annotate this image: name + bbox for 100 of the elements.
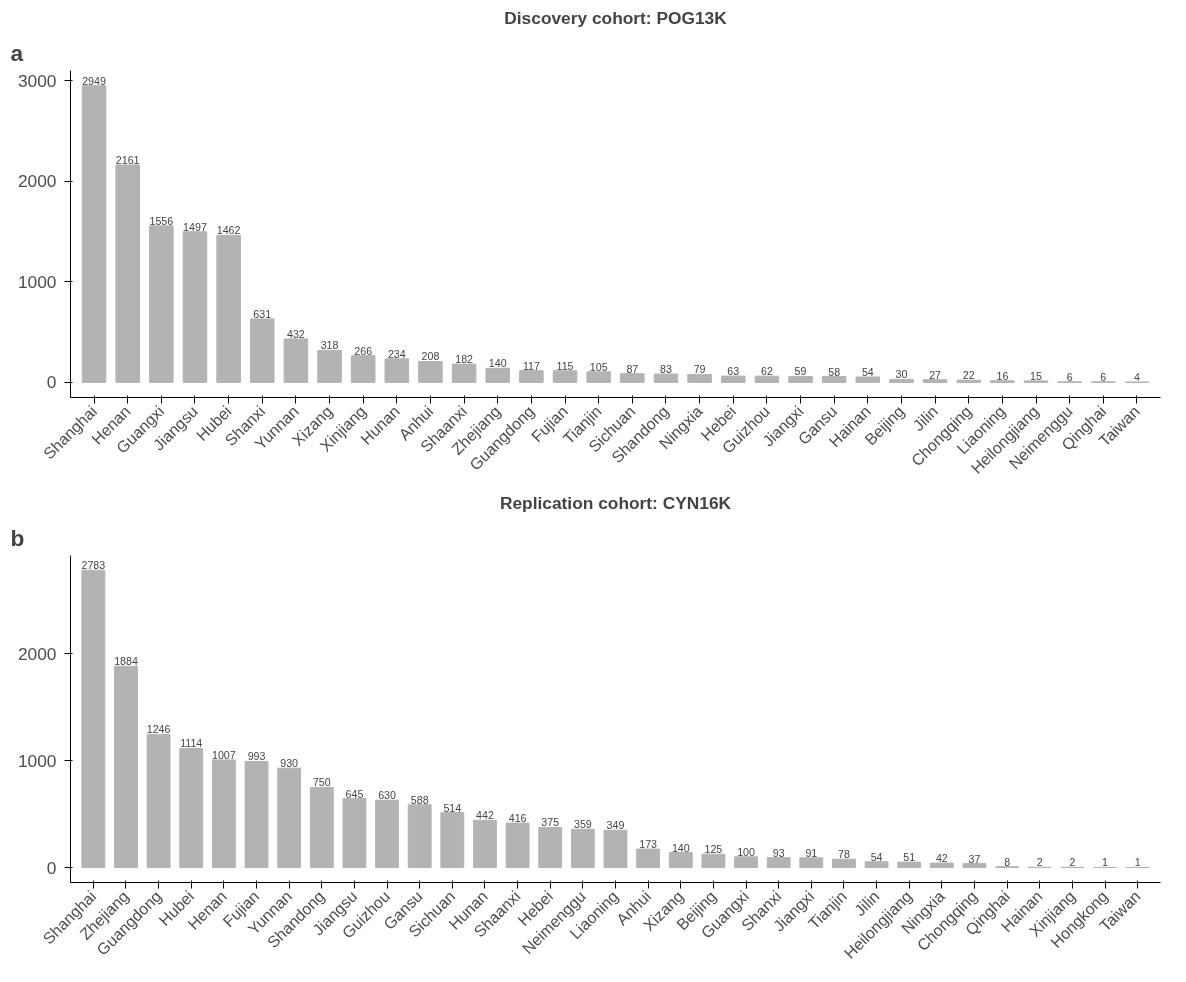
data-label: 117	[522, 359, 540, 372]
data-label: 2949	[82, 74, 106, 87]
bar	[115, 164, 140, 383]
data-label: 2	[1036, 856, 1043, 869]
data-label: 930	[280, 757, 299, 770]
bar	[799, 857, 824, 869]
bar	[929, 862, 954, 869]
y-tick-label: 1000	[17, 271, 57, 292]
bar	[418, 360, 443, 383]
bar	[586, 371, 611, 383]
bar	[864, 861, 889, 869]
data-label: 514	[443, 801, 462, 814]
data-label: 630	[378, 789, 397, 802]
data-label: 359	[573, 818, 592, 831]
data-label: 2	[1069, 856, 1076, 869]
data-label: 1007	[212, 748, 236, 761]
data-label: 105	[589, 360, 608, 373]
bar	[440, 812, 465, 869]
bar	[754, 375, 780, 383]
data-label: 62	[760, 365, 773, 378]
bar	[179, 747, 204, 869]
data-label: 87	[626, 362, 639, 375]
bar	[720, 375, 746, 383]
data-label: 1556	[149, 214, 174, 227]
bar	[653, 373, 679, 383]
data-label: 58	[828, 365, 841, 378]
data-label: 375	[541, 816, 560, 829]
bar	[956, 379, 982, 383]
data-label: 63	[727, 365, 740, 378]
bar	[889, 378, 914, 383]
data-label: 1	[1134, 856, 1141, 869]
data-label: 1462	[216, 224, 241, 237]
data-label: 588	[410, 793, 429, 806]
bar	[244, 760, 269, 869]
y-tick-label: 2000	[17, 171, 57, 192]
bar	[114, 665, 138, 869]
data-label: 1	[1102, 856, 1109, 869]
bar	[317, 349, 342, 383]
data-label: 266	[354, 344, 373, 357]
data-label: 6	[1100, 370, 1107, 383]
y-tick-label: 0	[46, 372, 57, 393]
data-label: 173	[639, 838, 658, 851]
data-label: 37	[968, 852, 981, 865]
data-label: 208	[421, 350, 440, 363]
data-label: 1114	[180, 737, 203, 750]
data-label: 645	[345, 787, 364, 800]
data-label: 42	[935, 852, 948, 865]
y-tick-label: 2000	[17, 643, 57, 664]
bar	[81, 85, 107, 383]
data-label: 4	[1133, 371, 1140, 384]
data-label: 1246	[146, 723, 171, 736]
data-label: 93	[772, 846, 785, 859]
data-label: 115	[556, 359, 574, 372]
bar	[211, 759, 236, 869]
data-label: 125	[704, 843, 723, 856]
y-tick-label: 1000	[17, 750, 57, 771]
bar	[962, 863, 987, 869]
data-label: 15	[1030, 369, 1043, 382]
text: a	[10, 39, 24, 66]
bar	[384, 358, 410, 383]
data-label: 140	[488, 357, 507, 370]
data-label: 54	[870, 850, 883, 863]
data-label: 6	[1066, 370, 1073, 383]
bar	[283, 338, 309, 383]
bar	[473, 819, 497, 869]
data-label: 22	[962, 369, 975, 382]
bar	[538, 826, 563, 869]
bar	[701, 853, 726, 869]
bar	[620, 373, 645, 383]
bar	[832, 858, 856, 869]
bar	[146, 733, 171, 869]
bar	[350, 355, 376, 383]
data-label: 631	[253, 307, 272, 320]
bar	[451, 363, 477, 383]
data-label: 100	[737, 845, 755, 858]
data-label: 54	[861, 365, 874, 378]
text: b	[10, 524, 25, 551]
bar	[788, 375, 813, 383]
bar	[821, 376, 847, 383]
bar	[636, 848, 661, 869]
bar	[375, 799, 399, 869]
bar	[519, 370, 544, 383]
data-label: 750	[312, 776, 331, 789]
data-label: 182	[455, 353, 474, 366]
bar	[342, 798, 367, 869]
bar	[309, 786, 334, 869]
bar	[855, 376, 881, 383]
y-tick-label: 0	[46, 857, 57, 878]
data-label: 2161	[115, 153, 140, 166]
chart-title: Discovery cohort: POG13K	[504, 7, 728, 28]
bar	[485, 367, 511, 383]
chart-title: Replication cohort: CYN16K	[499, 492, 732, 513]
bar	[734, 856, 758, 869]
data-label: 27	[929, 368, 942, 381]
bar	[81, 569, 106, 869]
bar	[277, 767, 302, 869]
bar	[552, 370, 578, 383]
data-label: 1497	[183, 220, 207, 233]
data-label: 416	[508, 812, 527, 825]
bar	[182, 231, 208, 383]
